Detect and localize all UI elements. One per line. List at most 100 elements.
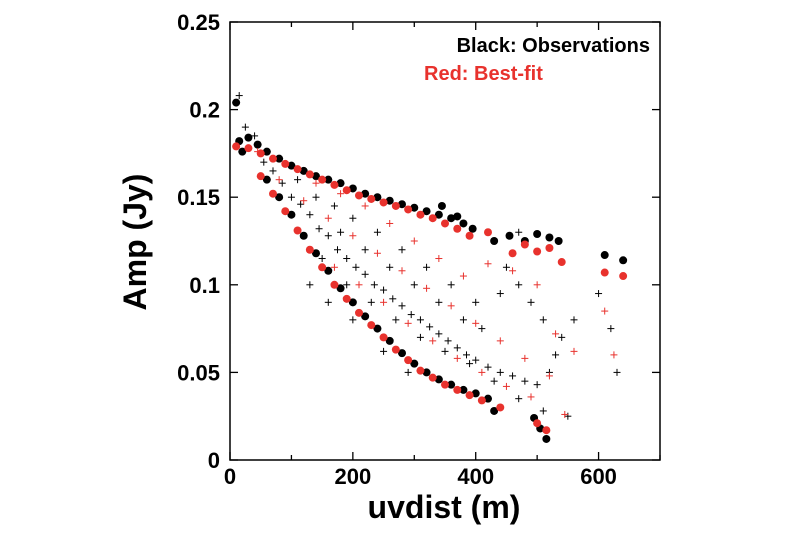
x-axis-label: uvdist (m) [368, 489, 521, 525]
x-tick-label: 0 [224, 464, 236, 489]
data-point-plus [361, 270, 369, 278]
data-point-plus [318, 255, 326, 263]
data-point-plus [254, 148, 262, 156]
data-point [545, 233, 554, 242]
series-0 [232, 98, 628, 443]
data-point-plus [533, 281, 541, 289]
data-point-plus [484, 363, 492, 371]
data-point-plus [297, 200, 305, 208]
data-point-plus [509, 267, 517, 275]
data-point [275, 154, 284, 163]
data-point-plus [564, 412, 572, 420]
data-point [533, 229, 542, 238]
data-point-plus [490, 377, 498, 385]
data-point [342, 186, 351, 195]
data-point [459, 385, 468, 394]
data-point-plus [478, 325, 486, 333]
series-3 [254, 148, 618, 418]
data-point-plus [324, 232, 332, 240]
data-point [342, 294, 351, 303]
data-point [373, 193, 382, 202]
data-point [542, 434, 551, 443]
data-point [355, 191, 363, 200]
data-point-plus [389, 295, 397, 303]
data-point-plus [533, 381, 541, 389]
data-point-plus [330, 202, 338, 210]
data-point [533, 247, 542, 256]
data-point [468, 224, 477, 233]
data-point [293, 226, 302, 235]
data-point-plus [496, 290, 504, 298]
data-point [287, 161, 296, 170]
data-point-plus [441, 347, 449, 355]
data-point [293, 165, 302, 174]
data-point [299, 231, 308, 240]
data-point-plus [361, 202, 369, 210]
data-point-plus [410, 281, 418, 289]
x-tick-label: 400 [457, 464, 494, 489]
data-point-plus [355, 281, 363, 289]
data-point [355, 308, 363, 317]
data-point-plus [306, 281, 314, 289]
data-point [471, 389, 480, 398]
data-point-plus [398, 302, 406, 310]
data-point [312, 249, 320, 258]
axes: 0 200 400 600 0 0.05 0.1 0.15 0.2 0.25 [177, 10, 661, 489]
data-point [410, 359, 419, 368]
data-point-plus [380, 286, 388, 294]
data-point [367, 321, 376, 330]
data-point-plus [300, 197, 308, 205]
y-tick-label: 0.2 [189, 98, 220, 123]
data-point [336, 179, 345, 188]
data-point [324, 266, 333, 275]
data-point-plus [423, 284, 431, 292]
data-point-plus [373, 228, 381, 236]
data-point [275, 193, 284, 202]
data-point [459, 219, 468, 228]
data-point-plus [343, 255, 351, 263]
data-point-plus [416, 333, 424, 341]
data-point-plus [515, 228, 523, 236]
data-point-plus [561, 410, 569, 418]
data-point-plus [502, 382, 510, 390]
data-point-plus [352, 263, 360, 271]
data-point-plus [349, 232, 357, 240]
data-point-plus [527, 298, 535, 306]
data-point [557, 258, 566, 267]
data-point-plus [251, 132, 259, 140]
data-point-plus [484, 260, 492, 268]
data-point [269, 189, 277, 198]
data-point [545, 244, 554, 253]
data-point [404, 205, 413, 214]
data-point-plus [235, 92, 243, 100]
data-point-plus [337, 190, 345, 198]
data-point [318, 175, 327, 184]
data-point [361, 189, 370, 198]
data-point-plus [435, 298, 443, 306]
data-point-plus [330, 263, 338, 271]
data-point [428, 373, 437, 382]
data-point [262, 175, 271, 184]
data-point [367, 194, 376, 203]
series-1 [232, 142, 628, 435]
plot-frame [229, 21, 661, 461]
x-tick-label: 600 [580, 464, 617, 489]
data-point-plus [496, 337, 504, 345]
data-point [299, 166, 308, 175]
data-point [533, 419, 542, 428]
data-point-plus [545, 372, 553, 380]
data-point-plus [539, 407, 547, 415]
data-point [453, 385, 462, 394]
data-point-plus [398, 246, 406, 254]
data-point [410, 203, 419, 212]
data-point-plus [613, 368, 621, 376]
data-point [398, 200, 406, 209]
data-point [262, 147, 271, 156]
data-point [330, 180, 339, 189]
legend-best-fit: Red: Best-fit [424, 63, 543, 85]
data-point-plus [463, 351, 470, 359]
data-point [232, 142, 241, 151]
x-tick-label: 200 [334, 464, 371, 489]
data-point [324, 175, 333, 184]
data-point [287, 210, 296, 219]
